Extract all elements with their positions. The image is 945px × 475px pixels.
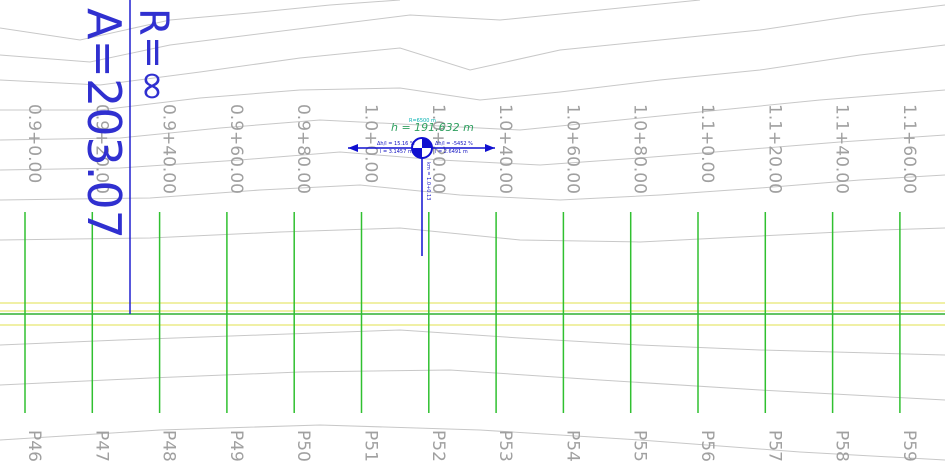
vertex-height: h = 191.632 m [391,121,474,134]
profile-label: P58 [832,430,852,462]
profile-label: P47 [91,430,111,462]
vertex-symbol [348,137,495,256]
curve-parameter: A=203.07 [77,8,131,239]
profile-label: P59 [899,430,919,462]
station-label: 0.9+60.00 [226,104,246,194]
station-label: 0.9+80.00 [293,104,313,194]
length-right: l = 2.6491 m [435,149,468,155]
station-label: 1.0+0.00 [361,104,381,183]
profile-label: P53 [495,430,515,462]
profile-label: P48 [159,430,179,462]
station-label: 0.9+40.00 [159,104,179,194]
length-left: l = 3.1457 m [380,149,413,155]
vertex-chainage: km = 1.0+0.13 [425,162,431,200]
station-label: 0.9+0.00 [24,104,44,183]
grade-right: Δh/l = -5452 % [435,141,473,147]
contour-lines [0,0,945,461]
profile-label: P49 [226,430,246,462]
profile-label: P54 [562,430,582,462]
station-label: 1.0+20.00 [428,104,448,194]
profile-label: P46 [24,430,44,462]
profile-label: P55 [630,430,650,462]
curve-radius: R=∞ [130,8,176,103]
station-label: 1.0+40.00 [495,104,515,194]
station-label: 1.0+60.00 [562,104,582,194]
station-label: 1.0+80.00 [630,104,650,194]
profile-label: P56 [697,430,717,462]
vertex-radius: R=6500 m [409,118,436,124]
profile-label: P52 [428,430,448,462]
station-label: 1.1+0.00 [697,104,717,183]
station-label: 0.9+20.00 [91,104,111,194]
road-edges [0,302,945,326]
profile-label: P51 [361,430,381,462]
stations: 0.9+0.00 P46 0.9+20.00 P47 0.9+40.00 P48 0.9+6… [24,104,919,462]
grade-left: Δh/l = 15.16 % [377,141,415,147]
profile-label: P50 [293,430,313,462]
station-label: 1.1+40.00 [832,104,852,194]
profile-label: P57 [764,430,784,462]
station-label: 1.1+60.00 [899,104,919,194]
station-label: 1.1+20.00 [764,104,784,194]
